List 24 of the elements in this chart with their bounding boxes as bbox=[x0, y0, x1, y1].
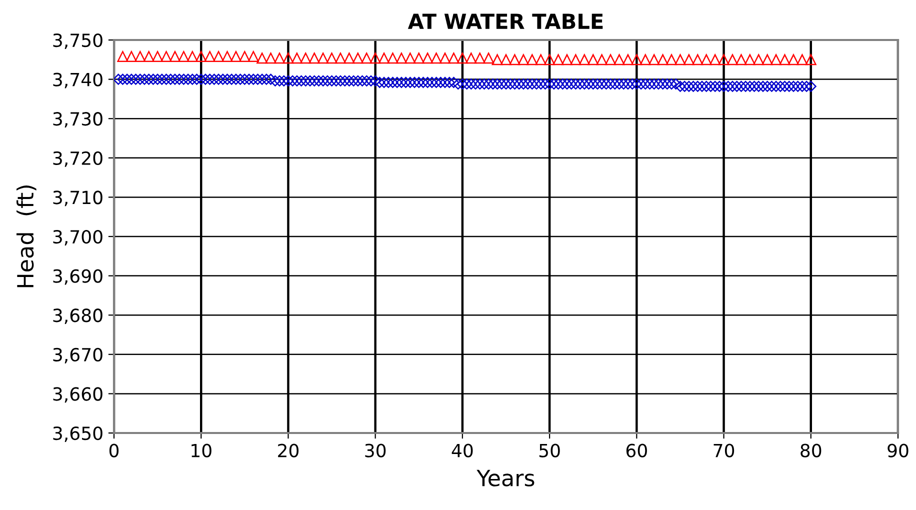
y-axis-title: Head (ft) bbox=[16, 186, 36, 288]
y-tick-label: 3,670 bbox=[53, 348, 102, 364]
y-tick-label: 3,730 bbox=[53, 112, 102, 128]
y-tick-label: 3,750 bbox=[53, 33, 102, 49]
y-tick-label: 3,690 bbox=[53, 269, 102, 285]
x-tick-label: 10 bbox=[192, 444, 212, 458]
x-tick-label: 60 bbox=[626, 444, 647, 458]
y-tick-label: 3,720 bbox=[53, 151, 102, 167]
x-axis-title: Years bbox=[476, 470, 534, 486]
y-tick-label: 3,740 bbox=[53, 72, 102, 88]
y-tick-label: 3,680 bbox=[53, 308, 102, 324]
x-tick-label: 40 bbox=[452, 444, 473, 458]
x-tick-label: 90 bbox=[888, 444, 908, 458]
x-tick-label: 70 bbox=[714, 444, 734, 458]
y-tick-label: 3,710 bbox=[53, 190, 102, 206]
x-tick-label: 30 bbox=[365, 444, 386, 458]
y-tick-label: 3,660 bbox=[53, 387, 102, 403]
x-tick-label: 20 bbox=[278, 444, 299, 458]
x-tick-label: 50 bbox=[539, 444, 560, 458]
y-tick-label: 3,650 bbox=[53, 426, 102, 442]
x-tick-label: 80 bbox=[800, 444, 822, 458]
x-tick-label: 0 bbox=[109, 444, 119, 458]
chart-title: AT WATER TABLE bbox=[408, 14, 603, 29]
y-tick-label: 3,700 bbox=[53, 230, 102, 246]
